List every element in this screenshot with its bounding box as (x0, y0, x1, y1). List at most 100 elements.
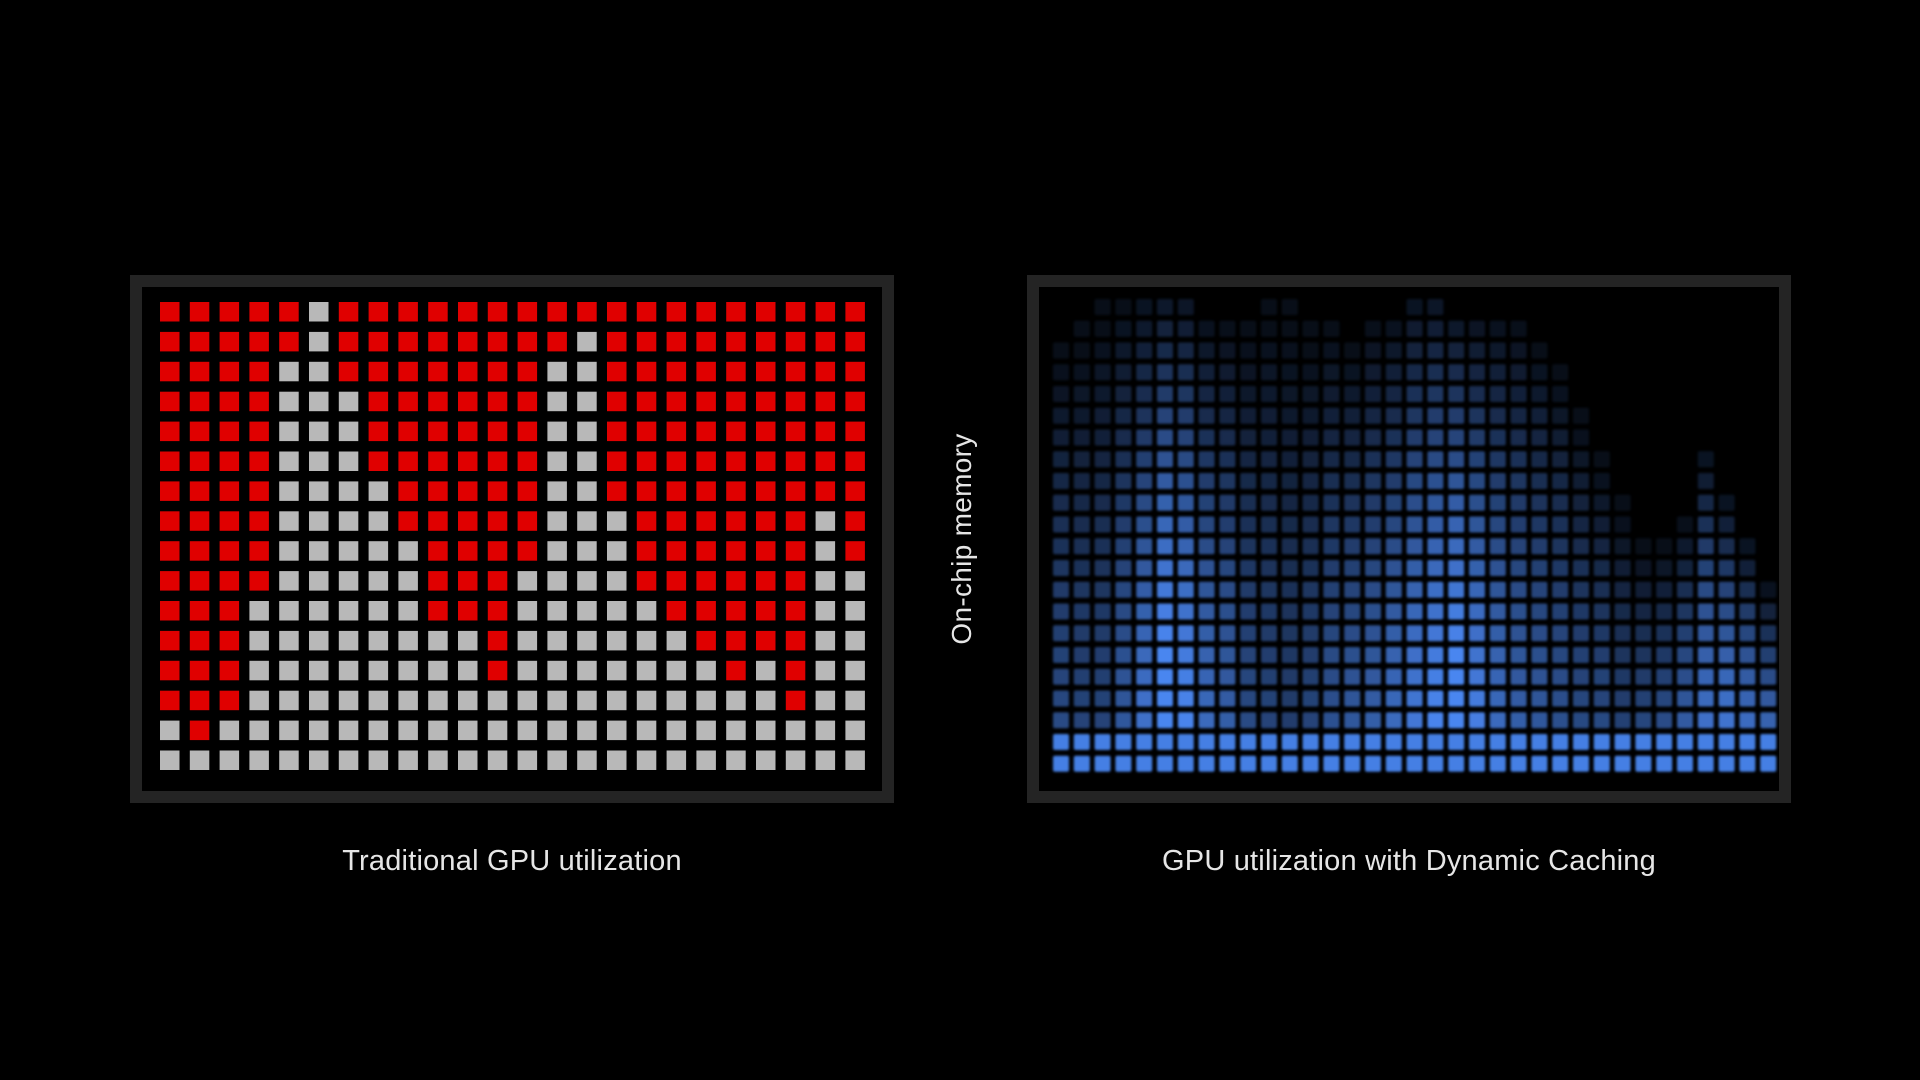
used-memory-cell (726, 361, 746, 382)
cached-memory-cell (1510, 581, 1527, 598)
used-memory-cell (696, 571, 716, 591)
free-memory-cell (368, 511, 389, 531)
cached-memory-cell (1552, 581, 1569, 598)
cached-memory-cell (1427, 690, 1444, 707)
used-memory-cell (160, 511, 180, 531)
cached-memory-cell (1053, 407, 1069, 424)
cached-memory-cell (1365, 494, 1381, 511)
used-memory-cell (845, 511, 865, 531)
cached-memory-cell (1635, 538, 1652, 555)
cached-memory-cell (1323, 516, 1340, 533)
cached-memory-cell (1510, 690, 1527, 707)
used-memory-cell (219, 541, 240, 561)
cached-memory-cell (1302, 364, 1319, 381)
cached-memory-cell (1531, 560, 1548, 576)
cached-memory-cell (1656, 755, 1673, 772)
free-memory-cell (219, 750, 240, 770)
cached-memory-cell (1157, 473, 1173, 489)
used-memory-cell (249, 541, 269, 561)
used-memory-cell (666, 481, 687, 501)
cached-memory-cell (1240, 407, 1257, 424)
used-memory-cell (160, 421, 180, 442)
used-memory-cell (219, 361, 240, 382)
used-memory-cell (636, 511, 657, 531)
cached-memory-cell (1240, 342, 1257, 359)
cached-memory-cell (1157, 755, 1173, 772)
cached-memory-cell (1198, 386, 1215, 402)
free-memory-cell (815, 601, 836, 621)
cached-memory-cell (1115, 755, 1132, 772)
used-memory-cell (666, 451, 687, 471)
used-memory-cell (517, 421, 538, 442)
cached-memory-cell (1302, 538, 1319, 555)
cached-memory-cell (1136, 516, 1153, 533)
cached-memory-cell (1157, 712, 1173, 729)
used-memory-cell (785, 331, 806, 352)
free-memory-cell (279, 541, 299, 561)
cached-memory-cell (1406, 299, 1423, 315)
cached-memory-cell (1365, 734, 1381, 750)
free-memory-cell (577, 750, 597, 770)
cached-memory-cell (1073, 407, 1090, 424)
cached-memory-cell (1094, 755, 1111, 772)
used-memory-cell (607, 481, 627, 501)
cached-memory-cell (1281, 473, 1298, 489)
cached-memory-cell (1281, 581, 1298, 598)
free-memory-cell (338, 511, 359, 531)
cached-memory-cell (1718, 755, 1735, 772)
cached-memory-cell (1344, 516, 1361, 533)
free-memory-cell (845, 601, 865, 621)
cached-memory-cell (1323, 647, 1340, 663)
cached-memory-cell (1365, 429, 1381, 446)
used-memory-cell (487, 481, 508, 501)
cached-memory-cell (1157, 560, 1173, 576)
cached-memory-cell (1614, 625, 1631, 642)
free-memory-cell (726, 750, 746, 770)
cached-memory-cell (1261, 734, 1277, 750)
cached-memory-cell (1427, 734, 1444, 750)
cached-memory-cell (1489, 342, 1506, 359)
used-memory-cell (487, 571, 508, 591)
used-memory-cell (696, 451, 716, 471)
used-memory-cell (368, 391, 389, 412)
cached-memory-cell (1489, 407, 1506, 424)
cached-memory-cell (1552, 386, 1569, 402)
cached-memory-cell (1656, 625, 1673, 642)
used-memory-cell (577, 302, 597, 322)
cached-memory-cell (1094, 299, 1111, 315)
cached-memory-cell (1157, 668, 1173, 685)
cached-memory-cell (1219, 668, 1236, 685)
cached-memory-cell (1385, 603, 1402, 620)
used-memory-cell (666, 601, 687, 621)
free-memory-cell (279, 750, 299, 770)
cached-memory-cell (1573, 494, 1589, 511)
used-memory-cell (845, 331, 865, 352)
used-memory-cell (726, 571, 746, 591)
used-memory-cell (696, 511, 716, 531)
used-memory-cell (219, 630, 240, 651)
used-memory-cell (458, 391, 478, 412)
cached-memory-cell (1510, 386, 1527, 402)
free-memory-cell (398, 541, 418, 561)
cached-memory-cell (1281, 516, 1298, 533)
cached-memory-cell (1261, 755, 1277, 772)
used-memory-cell (487, 421, 508, 442)
cached-memory-cell (1552, 668, 1569, 685)
cached-memory-cell (1427, 473, 1444, 489)
cached-memory-cell (1177, 668, 1194, 685)
cached-memory-cell (1531, 364, 1548, 381)
cached-memory-cell (1177, 473, 1194, 489)
cached-memory-cell (1406, 364, 1423, 381)
cached-memory-cell (1635, 603, 1652, 620)
cached-memory-cell (1302, 603, 1319, 620)
cached-memory-cell (1552, 407, 1569, 424)
cached-memory-cell (1365, 690, 1381, 707)
cached-memory-cell (1094, 603, 1111, 620)
cached-memory-cell (1697, 581, 1714, 598)
cached-memory-cell (1177, 755, 1194, 772)
cached-memory-cell (1448, 516, 1465, 533)
free-memory-cell (696, 660, 716, 681)
cached-memory-cell (1427, 494, 1444, 511)
cached-memory-cell (1593, 538, 1610, 555)
used-memory-cell (517, 451, 538, 471)
